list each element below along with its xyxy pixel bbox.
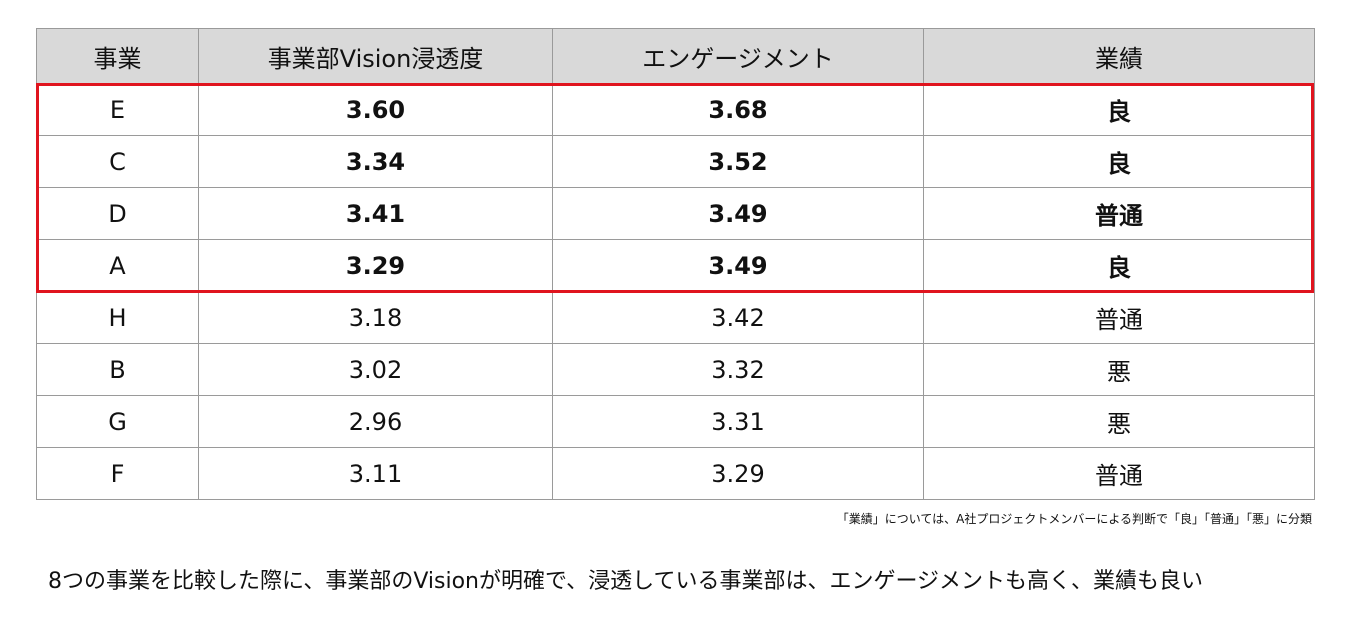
cell-business: D (36, 187, 199, 240)
cell-engagement: 3.32 (552, 343, 924, 396)
cell-engagement: 3.49 (552, 187, 924, 240)
table-row: B 3.02 3.32 悪 (36, 343, 1315, 396)
cell-vision-penetration: 3.18 (198, 291, 553, 344)
table-row: G 2.96 3.31 悪 (36, 395, 1315, 448)
cell-performance: 良 (923, 135, 1315, 188)
cell-engagement: 3.31 (552, 395, 924, 448)
header-performance: 業績 (923, 28, 1315, 84)
cell-vision-penetration: 3.60 (198, 83, 553, 136)
cell-business: F (36, 447, 199, 500)
cell-business: A (36, 239, 199, 292)
footnote: 「業績」については、A社プロジェクトメンバーによる判断で「良」「普通」「悪」に分… (836, 512, 1312, 526)
conclusion-text: 8つの事業を比較した際に、事業部のVisionが明確で、浸透している事業部は、エ… (48, 569, 1204, 594)
cell-engagement: 3.42 (552, 291, 924, 344)
comparison-table: 事業 事業部Vision浸透度 エンゲージメント 業績 E 3.60 3.68 … (36, 28, 1315, 500)
cell-business: G (36, 395, 199, 448)
cell-vision-penetration: 3.34 (198, 135, 553, 188)
header-engagement: エンゲージメント (552, 28, 924, 84)
cell-vision-penetration: 3.02 (198, 343, 553, 396)
table-row: H 3.18 3.42 普通 (36, 291, 1315, 344)
cell-engagement: 3.68 (552, 83, 924, 136)
cell-business: E (36, 83, 199, 136)
header-business: 事業 (36, 28, 199, 84)
header-vision-penetration: 事業部Vision浸透度 (198, 28, 553, 84)
cell-business: B (36, 343, 199, 396)
cell-engagement: 3.52 (552, 135, 924, 188)
cell-performance: 普通 (923, 187, 1315, 240)
cell-vision-penetration: 3.29 (198, 239, 553, 292)
cell-engagement: 3.49 (552, 239, 924, 292)
table-row: A 3.29 3.49 良 (36, 239, 1315, 292)
cell-business: H (36, 291, 199, 344)
table-row: C 3.34 3.52 良 (36, 135, 1315, 188)
cell-performance: 良 (923, 83, 1315, 136)
table-row: D 3.41 3.49 普通 (36, 187, 1315, 240)
cell-performance: 良 (923, 239, 1315, 292)
table-row: E 3.60 3.68 良 (36, 83, 1315, 136)
cell-performance: 普通 (923, 291, 1315, 344)
cell-performance: 悪 (923, 395, 1315, 448)
cell-performance: 悪 (923, 343, 1315, 396)
cell-performance: 普通 (923, 447, 1315, 500)
cell-vision-penetration: 3.11 (198, 447, 553, 500)
cell-engagement: 3.29 (552, 447, 924, 500)
cell-business: C (36, 135, 199, 188)
cell-vision-penetration: 2.96 (198, 395, 553, 448)
table-row: F 3.11 3.29 普通 (36, 447, 1315, 500)
cell-vision-penetration: 3.41 (198, 187, 553, 240)
table-header-row: 事業 事業部Vision浸透度 エンゲージメント 業績 (36, 28, 1315, 84)
